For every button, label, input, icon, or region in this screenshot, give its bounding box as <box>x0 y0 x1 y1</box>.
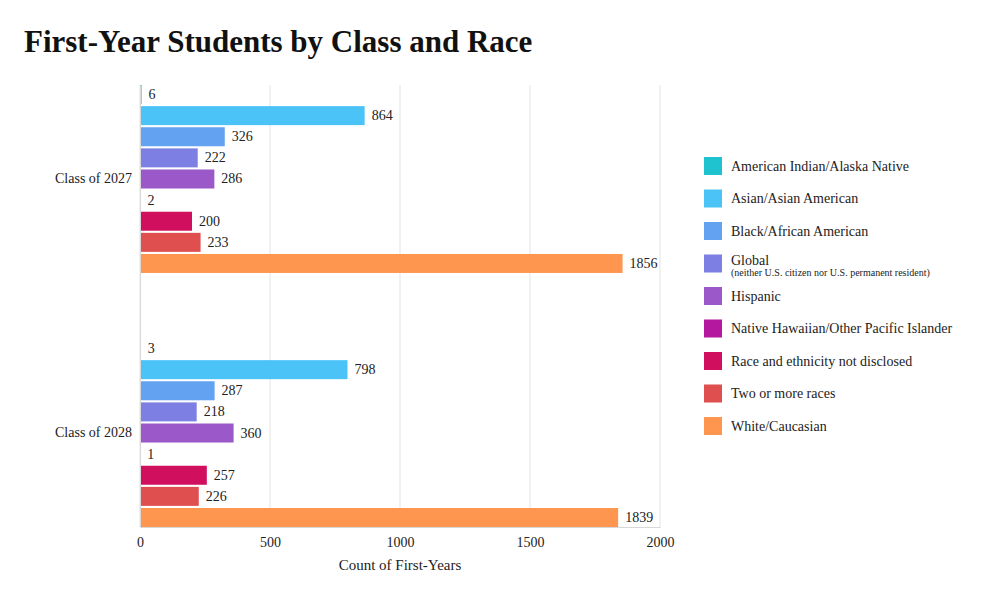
bar <box>140 169 214 188</box>
data-label: 1856 <box>630 256 658 271</box>
title: First-Year Students by Class and Race <box>24 24 532 59</box>
bars <box>140 85 623 527</box>
bar <box>140 148 198 167</box>
x-axis-title: Count of First-Years <box>339 557 462 573</box>
data-label: 1 <box>147 447 154 462</box>
y-axis-line <box>140 86 141 528</box>
bar <box>140 106 365 125</box>
legend-label: Native Hawaiian/Other Pacific Islander <box>731 321 953 336</box>
data-label: 3 <box>148 341 155 356</box>
bar <box>140 487 199 506</box>
bar <box>140 233 201 252</box>
bar <box>140 424 234 443</box>
bar <box>140 402 197 421</box>
grid-line <box>140 85 141 527</box>
legend-label: Global(neither U.S. citizen nor U.S. per… <box>731 253 930 279</box>
legend-swatch <box>704 352 722 370</box>
data-label: 286 <box>221 171 242 186</box>
x-tick-label: 1000 <box>387 535 415 550</box>
grid-line <box>400 85 401 527</box>
data-label: 233 <box>208 235 229 250</box>
x-tick-label: 1500 <box>517 535 545 550</box>
bar <box>140 508 618 527</box>
bar <box>140 127 225 146</box>
legend-label: Two or more races <box>731 386 835 401</box>
data-label: 2 <box>148 193 155 208</box>
x-tick-label: 2000 <box>647 535 675 550</box>
data-label: 287 <box>222 383 243 398</box>
data-label: 864 <box>372 108 393 123</box>
x-tick: 0 <box>137 527 144 550</box>
data-label: 257 <box>214 468 235 483</box>
y-tick: Class of 2028 <box>55 425 140 440</box>
legend-swatch <box>704 417 722 435</box>
bar <box>140 381 215 400</box>
data-labels: 6 864 326 222 286 2 200 233 1856 3 798 287 218 360 1 25… <box>147 87 657 525</box>
grid <box>140 85 660 527</box>
grid-line <box>270 85 271 527</box>
grid-line <box>530 85 531 527</box>
data-label: 6 <box>149 87 156 102</box>
chart: First-Year Students by Class and Race 6 86… <box>0 0 1000 600</box>
data-label: 226 <box>206 489 227 504</box>
bar <box>140 254 623 273</box>
grid-line <box>660 85 661 527</box>
legend: American Indian/Alaska Native Asian/Asian… <box>704 157 953 435</box>
legend-swatch <box>704 385 722 403</box>
legend-label: American Indian/Alaska Native <box>731 159 909 174</box>
legend-swatch <box>704 320 722 338</box>
y-axis: Class of 2027 Class of 2028 <box>55 86 141 528</box>
data-label: 798 <box>354 362 375 377</box>
legend-label: Hispanic <box>731 289 781 304</box>
x-tick: 2000 <box>647 527 675 550</box>
legend-swatch <box>704 157 722 175</box>
bar <box>140 360 347 379</box>
x-axis-line <box>141 527 661 528</box>
legend-swatch <box>704 222 722 240</box>
legend-label: Race and ethnicity not disclosed <box>731 354 912 369</box>
data-label: 222 <box>205 150 226 165</box>
x-tick-label: 0 <box>137 535 144 550</box>
x-tick: 500 <box>260 527 281 550</box>
x-tick: 1000 <box>387 527 415 550</box>
legend-label: Asian/Asian American <box>731 191 858 206</box>
y-tick-label: Class of 2027 <box>55 171 132 186</box>
x-axis: 0 500 1000 1500 2000 <box>137 527 675 550</box>
data-label: 360 <box>241 426 262 441</box>
legend-swatch <box>704 287 722 305</box>
y-tick: Class of 2027 <box>55 171 140 186</box>
data-label: 200 <box>199 214 220 229</box>
x-tick-label: 500 <box>260 535 281 550</box>
y-tick-label: Class of 2028 <box>55 425 132 440</box>
legend-label: Black/African American <box>731 224 868 239</box>
legend-swatch <box>704 255 722 273</box>
legend-swatch <box>704 190 722 208</box>
bar <box>140 212 192 231</box>
legend-label: White/Caucasian <box>731 419 827 434</box>
x-tick: 1500 <box>517 527 545 550</box>
data-label: 218 <box>204 404 225 419</box>
data-label: 326 <box>232 129 253 144</box>
data-label: 1839 <box>625 510 653 525</box>
bar <box>140 466 207 485</box>
